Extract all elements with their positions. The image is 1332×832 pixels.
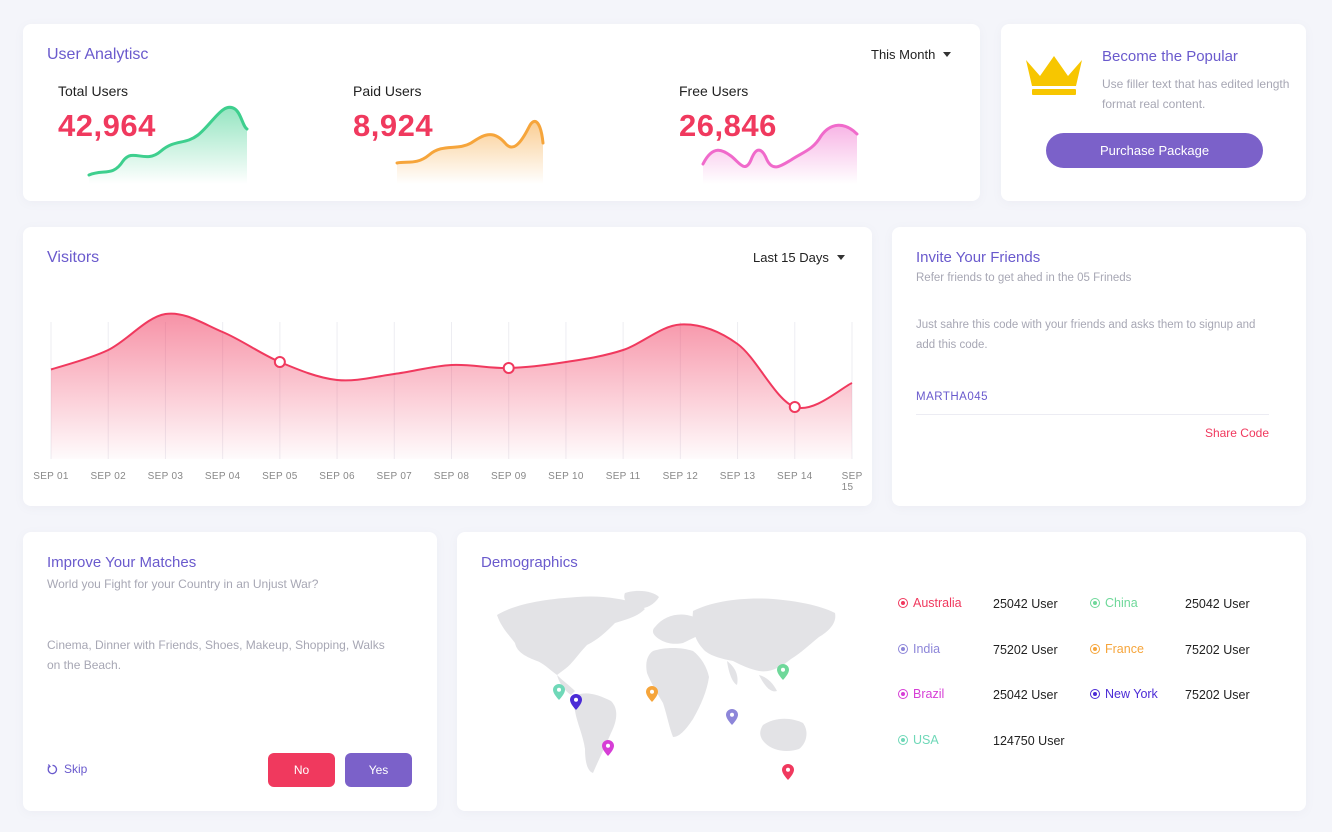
x-tick-label: SEP 08 bbox=[433, 471, 470, 482]
no-button[interactable]: No bbox=[268, 753, 335, 787]
demographic-item[interactable]: Brazil bbox=[898, 687, 944, 701]
demographic-count: 25042 User bbox=[993, 688, 1058, 702]
x-tick-label: SEP 10 bbox=[548, 471, 584, 482]
x-tick-label: SEP 13 bbox=[719, 471, 756, 482]
chevron-down-icon bbox=[836, 255, 845, 260]
invite-description: Just sahre this code with your friends a… bbox=[916, 319, 1256, 351]
map-pin-icon[interactable] bbox=[602, 740, 614, 756]
x-tick-label: SEP 01 bbox=[33, 471, 69, 482]
map-pin-icon[interactable] bbox=[553, 684, 565, 700]
map-pin-icon[interactable] bbox=[782, 764, 794, 780]
demographic-item[interactable]: China bbox=[1090, 596, 1138, 610]
world-map bbox=[497, 590, 836, 773]
demographic-item[interactable]: Australia bbox=[898, 596, 962, 610]
demographic-name: Australia bbox=[913, 596, 962, 610]
demographic-item[interactable]: New York bbox=[1090, 687, 1158, 701]
demographics-title: Demographics bbox=[481, 554, 578, 571]
location-dot-icon bbox=[1090, 689, 1100, 699]
total-users-value: 42,964 bbox=[58, 108, 156, 143]
referral-code[interactable]: MARTHA045 bbox=[916, 391, 989, 403]
map-pin-icon[interactable] bbox=[777, 664, 789, 680]
demographic-count: 25042 User bbox=[993, 597, 1058, 611]
x-tick-label: SEP 03 bbox=[147, 471, 184, 482]
visitors-period-label: Last 15 Days bbox=[753, 250, 829, 265]
paid-users-sparkline bbox=[395, 120, 545, 184]
purchase-package-button[interactable]: Purchase Package bbox=[1046, 133, 1263, 168]
x-tick-label: SEP 06 bbox=[319, 471, 355, 482]
data-point-marker[interactable] bbox=[273, 356, 286, 368]
visitors-line bbox=[50, 312, 853, 410]
demographic-item[interactable]: France bbox=[1090, 642, 1144, 656]
skip-label: Skip bbox=[64, 762, 88, 776]
demographic-name: France bbox=[1105, 642, 1144, 656]
popular-title: Become the Popular bbox=[1102, 48, 1238, 65]
x-tick-label: SEP 05 bbox=[262, 471, 298, 482]
location-dot-icon bbox=[1090, 598, 1100, 608]
demographic-count: 25042 User bbox=[1185, 597, 1250, 611]
map-pin-icon[interactable] bbox=[570, 694, 582, 710]
paid-users-label: Paid Users bbox=[353, 83, 422, 99]
invite-subtitle: Refer friends to get ahed in the 05 Frin… bbox=[916, 272, 1132, 284]
x-tick-label: SEP 15 bbox=[841, 471, 863, 493]
share-code-link[interactable]: Share Code bbox=[1204, 426, 1269, 440]
total-users-label: Total Users bbox=[58, 83, 129, 99]
demographic-count: 75202 User bbox=[993, 643, 1058, 657]
refresh-icon bbox=[47, 763, 58, 774]
demographic-count: 75202 User bbox=[1185, 643, 1250, 657]
total-users-sparkline bbox=[87, 105, 249, 184]
location-dot-icon bbox=[898, 598, 908, 608]
location-dot-icon bbox=[898, 735, 908, 745]
popular-description: Use filler text that has edited length f… bbox=[1102, 77, 1290, 111]
x-tick-label: SEP 12 bbox=[662, 471, 699, 482]
x-tick-label: SEP 09 bbox=[490, 471, 527, 482]
user-analytics-card: User Analytisc This Month Total Users 42… bbox=[23, 24, 980, 201]
free-users-sparkline bbox=[701, 123, 859, 184]
matches-title: Improve Your Matches bbox=[47, 554, 197, 571]
analytics-title: User Analytisc bbox=[47, 46, 149, 63]
visitors-card: Visitors Last 15 Days SEP 01 SEP 02 SEP 03… bbox=[23, 227, 872, 506]
analytics-period-dropdown[interactable]: This Month bbox=[871, 47, 952, 62]
paid-users-value: 8,924 bbox=[353, 108, 434, 143]
visitors-period-dropdown[interactable]: Last 15 Days bbox=[753, 250, 845, 265]
invite-title: Invite Your Friends bbox=[916, 249, 1041, 266]
demographic-count: 124750 User bbox=[993, 734, 1065, 748]
data-point-marker[interactable] bbox=[788, 401, 801, 413]
yes-button[interactable]: Yes bbox=[345, 753, 412, 787]
location-dot-icon bbox=[898, 689, 908, 699]
x-tick-label: SEP 14 bbox=[777, 471, 813, 482]
demographic-name: India bbox=[913, 642, 941, 656]
divider bbox=[916, 414, 1269, 415]
demographic-name: China bbox=[1105, 596, 1138, 610]
x-tick-label: SEP 04 bbox=[204, 471, 241, 482]
matches-question: World you Fight for your Country in an U… bbox=[47, 577, 319, 591]
visitors-chart bbox=[50, 312, 853, 459]
location-dot-icon bbox=[898, 644, 908, 654]
visitors-area bbox=[51, 313, 852, 459]
location-dot-icon bbox=[1090, 644, 1100, 654]
crown-icon bbox=[1026, 56, 1082, 95]
map-pin-icon[interactable] bbox=[726, 709, 738, 725]
demographic-item[interactable]: India bbox=[898, 642, 940, 656]
free-users-value: 26,846 bbox=[679, 108, 777, 143]
matches-card: Improve Your Matches World you Fight for… bbox=[23, 532, 437, 811]
x-tick-label: SEP 02 bbox=[90, 471, 126, 482]
map-pin-icon[interactable] bbox=[646, 686, 658, 702]
demographic-name: USA bbox=[913, 733, 939, 747]
demographics-card: Demographics Australia 25042 User China 250… bbox=[457, 532, 1306, 811]
free-users-label: Free Users bbox=[679, 83, 749, 99]
skip-button[interactable]: Skip bbox=[47, 762, 87, 776]
visitors-title: Visitors bbox=[47, 249, 100, 266]
demographic-item[interactable]: USA bbox=[898, 733, 939, 747]
popular-card: Become the Popular Use filler text that … bbox=[1001, 24, 1306, 201]
data-point-marker[interactable] bbox=[502, 362, 515, 374]
chevron-down-icon bbox=[943, 52, 952, 57]
x-tick-label: SEP 07 bbox=[376, 471, 413, 482]
analytics-period-label: This Month bbox=[871, 47, 936, 62]
matches-interests: Cinema, Dinner with Friends, Shoes, Make… bbox=[47, 638, 385, 672]
demographic-name: New York bbox=[1105, 687, 1158, 701]
x-tick-label: SEP 11 bbox=[605, 471, 641, 482]
demographic-name: Brazil bbox=[913, 687, 945, 701]
invite-card: Invite Your Friends Refer friends to get… bbox=[892, 227, 1306, 506]
demographic-count: 75202 User bbox=[1185, 688, 1250, 702]
